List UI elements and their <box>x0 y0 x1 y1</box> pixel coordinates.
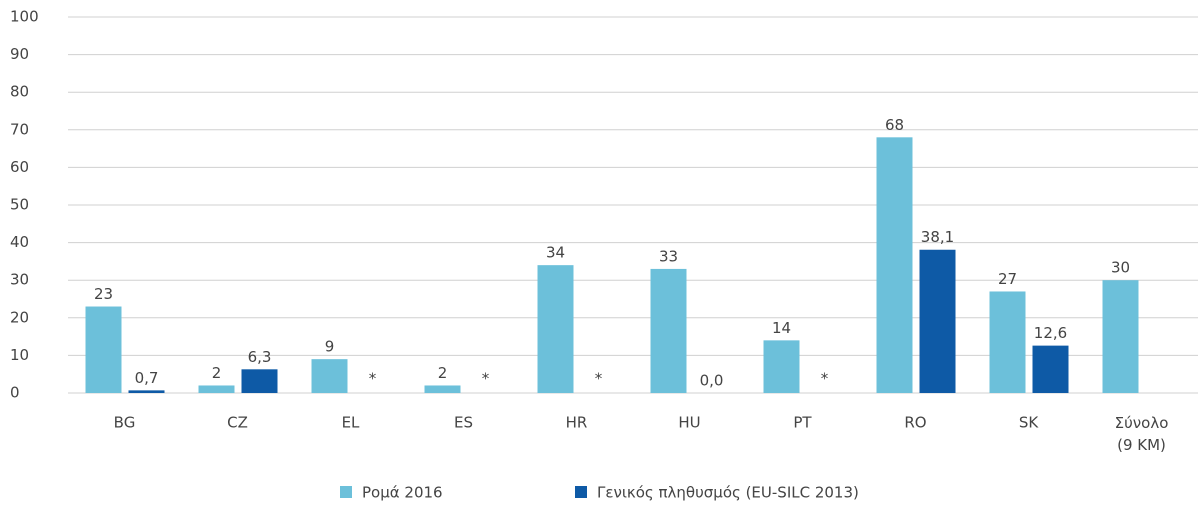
data-label: 23 <box>94 285 113 303</box>
bar <box>241 369 278 393</box>
data-label: 38,1 <box>921 228 954 246</box>
legend-swatch <box>575 486 587 498</box>
y-tick-label: 100 <box>10 8 39 26</box>
bar <box>650 268 687 393</box>
x-tick-label: BG <box>114 414 136 432</box>
bar <box>989 291 1026 393</box>
data-label: 27 <box>998 270 1017 288</box>
bar <box>198 385 235 393</box>
y-tick-label: 20 <box>10 308 29 326</box>
x-tick-label: PT <box>793 414 812 432</box>
bar <box>1102 280 1139 393</box>
x-tick-label: RO <box>904 414 926 432</box>
bar <box>919 249 956 393</box>
data-label: 2 <box>212 364 222 382</box>
bar <box>1032 345 1069 393</box>
x-tick-label-line: Σύνολο <box>1115 414 1169 432</box>
bar <box>424 385 461 393</box>
data-label: 0,0 <box>700 372 724 390</box>
bar <box>876 137 913 393</box>
legend-label: Ρομά 2016 <box>362 484 443 502</box>
data-label: 33 <box>659 247 678 265</box>
data-label: 30 <box>1111 259 1130 277</box>
bar <box>128 390 165 393</box>
data-label: 34 <box>546 244 565 262</box>
data-label: * <box>369 370 377 388</box>
y-tick-label: 40 <box>10 233 29 251</box>
bar <box>763 340 800 393</box>
y-tick-label: 50 <box>10 196 29 214</box>
y-tick-label: 70 <box>10 120 29 138</box>
data-label: * <box>821 370 829 388</box>
data-label: 12,6 <box>1034 324 1067 342</box>
x-tick-label: HU <box>678 414 700 432</box>
y-tick-label: 60 <box>10 158 29 176</box>
x-tick-label: CZ <box>227 414 248 432</box>
data-label: 2 <box>438 364 448 382</box>
legend-label: Γενικός πληθυσμός (EU-SILC 2013) <box>597 484 859 502</box>
data-label: 68 <box>885 116 904 134</box>
x-tick-label: Σύνολο (9 ΚΜ) <box>1115 414 1169 454</box>
x-tick-label: EL <box>342 414 360 432</box>
y-tick-label: 80 <box>10 83 29 101</box>
data-label: * <box>482 370 490 388</box>
data-label: 9 <box>325 338 335 356</box>
y-tick-label: 0 <box>10 384 20 402</box>
data-label: 6,3 <box>248 348 272 366</box>
y-tick-label: 30 <box>10 271 29 289</box>
y-tick-label: 10 <box>10 346 29 364</box>
x-tick-label: SK <box>1019 414 1040 432</box>
y-tick-label: 90 <box>10 45 29 63</box>
x-tick-label: ES <box>454 414 473 432</box>
x-tick-label: HR <box>566 414 588 432</box>
data-label: * <box>595 370 603 388</box>
data-label: 14 <box>772 319 791 337</box>
legend-swatch <box>340 486 352 498</box>
x-tick-label-line: (9 ΚΜ) <box>1117 436 1166 454</box>
bar <box>311 359 348 393</box>
bar <box>537 265 574 393</box>
bar <box>85 306 122 393</box>
data-label: 0,7 <box>135 369 159 387</box>
